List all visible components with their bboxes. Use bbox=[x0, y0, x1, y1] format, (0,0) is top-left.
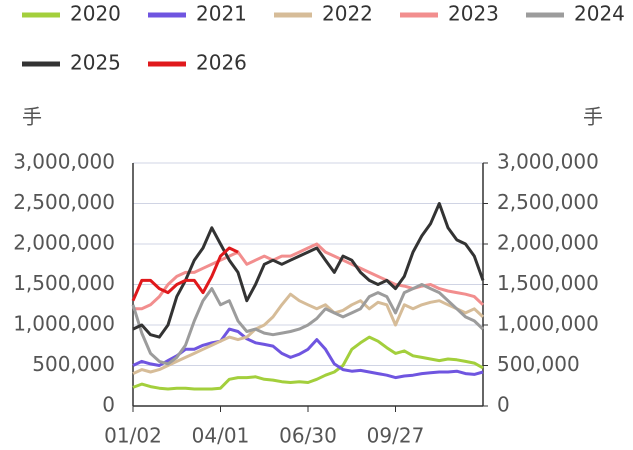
legend-label: 2024 bbox=[574, 2, 625, 26]
series-line bbox=[132, 202, 485, 339]
series-line bbox=[131, 246, 239, 302]
y-tick-label: 2,000,000 bbox=[13, 231, 115, 255]
legend-label: 2020 bbox=[70, 2, 121, 26]
series-line bbox=[132, 335, 484, 391]
y2-tick-label: 3,000,000 bbox=[497, 150, 599, 174]
legend-label: 2025 bbox=[70, 51, 121, 75]
y-tick-label: 500,000 bbox=[32, 352, 115, 376]
y2-tick-label: 500,000 bbox=[497, 352, 580, 376]
legend-label: 2023 bbox=[448, 2, 499, 26]
y2-tick-label: 2,500,000 bbox=[497, 190, 599, 214]
y-tick-label: 1,500,000 bbox=[13, 271, 115, 295]
y2-tick-label: 2,000,000 bbox=[497, 231, 599, 255]
legend-label: 2026 bbox=[196, 51, 247, 75]
y-tick-label: 1,000,000 bbox=[13, 312, 115, 336]
series-line bbox=[132, 292, 485, 375]
y-tick-label: 3,000,000 bbox=[13, 150, 115, 174]
series-line bbox=[131, 283, 485, 366]
y-tick-label: 2,500,000 bbox=[13, 190, 115, 214]
y-unit: 手 bbox=[22, 105, 42, 129]
x-tick-label: 09/27 bbox=[367, 424, 425, 448]
y2-unit: 手 bbox=[583, 105, 603, 129]
x-tick-label: 06/30 bbox=[279, 424, 337, 448]
legend-label: 2022 bbox=[322, 2, 373, 26]
x-tick-label: 01/02 bbox=[104, 424, 162, 448]
y2-tick-label: 1,500,000 bbox=[497, 271, 599, 295]
y2-tick-label: 0 bbox=[497, 393, 510, 417]
x-tick-label: 04/01 bbox=[192, 424, 250, 448]
y-tick-label: 0 bbox=[102, 393, 115, 417]
legend-label: 2021 bbox=[196, 2, 247, 26]
series-line bbox=[132, 327, 484, 380]
y2-tick-label: 1,000,000 bbox=[497, 312, 599, 336]
